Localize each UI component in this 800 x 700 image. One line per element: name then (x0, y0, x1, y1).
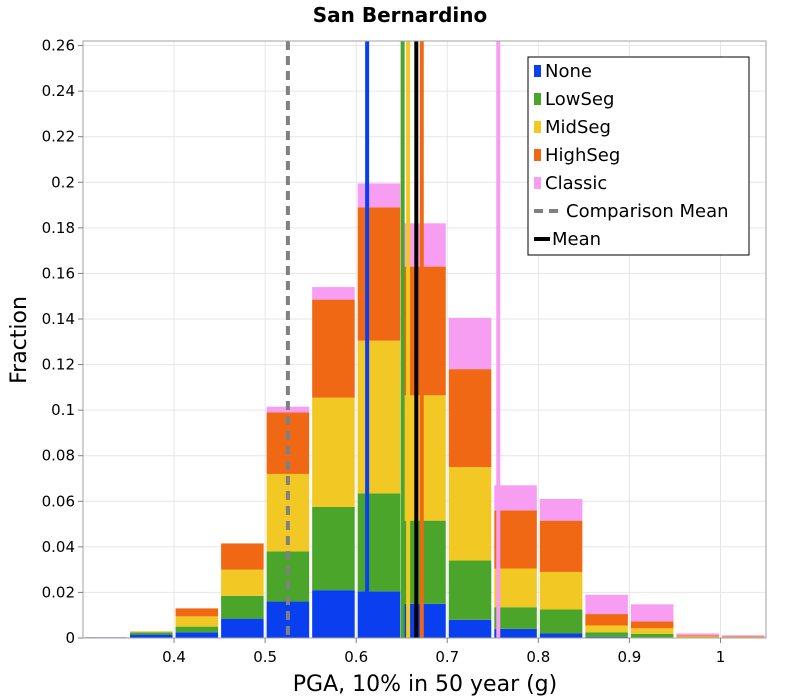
bar-segment-highseg (312, 299, 355, 398)
y-tick-label: 0.1 (51, 401, 75, 419)
y-tick-label: 0.08 (42, 447, 75, 465)
x-tick-label: 0.8 (526, 648, 550, 666)
bar-segment-midseg (312, 397, 355, 507)
bar-segment-midseg (676, 636, 719, 638)
bar-segment-midseg (630, 628, 674, 634)
bar-segment-lowseg (585, 632, 628, 637)
bar-segment-classic (494, 485, 537, 511)
chart-title: San Bernardino (313, 3, 488, 27)
mean-lines (285, 41, 501, 638)
bar-segment-highseg (494, 510, 537, 569)
bar-segment-classic (448, 317, 492, 370)
legend-swatch-midseg (534, 121, 541, 133)
bar-segment-lowseg (130, 632, 173, 635)
y-tick-label: 0.24 (42, 82, 75, 100)
bar-segment-lowseg (221, 595, 264, 619)
x-tick-label: 0.6 (344, 648, 368, 666)
bar-segment-classic (357, 183, 401, 208)
bar-segment-highseg (175, 608, 219, 617)
bar-segment-highseg (585, 614, 628, 626)
x-tick-label: 0.4 (162, 648, 186, 666)
legend-swatch-lowseg (534, 93, 541, 105)
bar-segment-none (539, 633, 583, 638)
x-axis-label: PGA, 10% in 50 year (g) (293, 672, 557, 697)
bar-segment-lowseg (539, 609, 583, 634)
bar-segment-classic (630, 604, 674, 622)
bar-segment-midseg (448, 467, 492, 561)
bar-segment-highseg (357, 207, 401, 341)
bar-segment-none (130, 634, 173, 638)
legend-label-midseg: MidSeg (545, 117, 611, 138)
bar-segment-midseg (403, 395, 446, 521)
bar-segment-none (221, 618, 264, 638)
bar-segment-lowseg (630, 633, 674, 638)
y-tick-label: 0.18 (42, 219, 75, 237)
y-axis-label: Fraction (7, 296, 32, 384)
bar-segment-highseg (403, 266, 446, 396)
bar-segment-highseg (721, 636, 765, 638)
y-tick-label: 0.06 (42, 492, 75, 510)
legend-swatch-classic (534, 177, 541, 189)
bar-segment-highseg (630, 621, 674, 629)
y-tick-label: 0.12 (42, 356, 75, 374)
legend-label-classic: Classic (545, 173, 607, 194)
bar-segment-none (585, 636, 628, 638)
y-tick-label: 0.26 (42, 37, 75, 55)
bar-segment-classic (721, 635, 765, 637)
legend-swatch-highseg (534, 149, 541, 161)
legend-label-none: None (545, 61, 592, 82)
bar-segment-midseg (539, 571, 583, 610)
legend-label-lowseg: LowSeg (545, 89, 614, 110)
x-tick-label: 1 (716, 648, 726, 666)
bar-segment-midseg (494, 568, 537, 608)
bar-segment-lowseg (312, 506, 355, 591)
bar-segment-classic (585, 594, 628, 615)
bar-segment-lowseg (448, 560, 492, 620)
x-tick-label: 0.5 (253, 648, 277, 666)
legend-swatch-none (534, 65, 541, 77)
bar-segment-midseg (357, 340, 401, 494)
bar-segment-none (494, 628, 537, 638)
bar-segment-lowseg (494, 607, 537, 629)
bar-segment-none (448, 619, 492, 638)
legend-label-comparison-mean: Comparison Mean (566, 201, 729, 222)
y-tick-label: 0.04 (42, 538, 75, 556)
bar-segment-lowseg (357, 493, 401, 592)
x-axis-ticks: 0.4 0.5 0.6 0.7 0.8 0.9 1 (162, 638, 725, 666)
bar-segment-highseg (448, 369, 492, 468)
y-tick-label: 0.16 (42, 264, 75, 282)
y-tick-label: 0 (65, 629, 75, 647)
legend-box (527, 56, 750, 256)
legend-label-highseg: HighSeg (545, 145, 620, 166)
bar-segment-midseg (175, 616, 219, 627)
bar-segment-highseg (539, 520, 583, 572)
bar-segment-classic (676, 633, 719, 636)
y-tick-label: 0.14 (42, 310, 75, 328)
bar-segment-classic (539, 499, 583, 521)
stacked-bars (84, 183, 765, 638)
bar-segment-none (175, 632, 219, 638)
y-tick-label: 0.02 (42, 583, 75, 601)
bar-segment-midseg (130, 631, 173, 633)
bar-segment-highseg (676, 635, 719, 637)
bar-segment-none (357, 591, 401, 638)
y-tick-label: 0.22 (42, 128, 75, 146)
bar-segment-midseg (585, 625, 628, 633)
bar-segment-lowseg (403, 520, 446, 604)
y-axis-ticks: 0 0.02 0.04 0.06 0.08 0.1 0.12 0.14 0.16 0.18 0.2 0… (42, 37, 83, 647)
bar-segment-classic (403, 223, 446, 267)
y-tick-label: 0.2 (51, 173, 75, 191)
legend: None LowSeg MidSeg HighSeg Classic Comparison… (527, 56, 750, 256)
bar-segment-none (403, 603, 446, 638)
bar-segment-lowseg (175, 626, 219, 633)
bar-segment-none (312, 590, 355, 638)
plot-frame (82, 40, 767, 639)
x-tick-label: 0.9 (617, 648, 641, 666)
bar-segment-highseg (221, 543, 264, 570)
bar-segment-classic (312, 287, 355, 300)
legend-label-mean: Mean (552, 229, 601, 250)
x-tick-label: 0.7 (435, 648, 459, 666)
bar-segment-midseg (221, 569, 264, 596)
